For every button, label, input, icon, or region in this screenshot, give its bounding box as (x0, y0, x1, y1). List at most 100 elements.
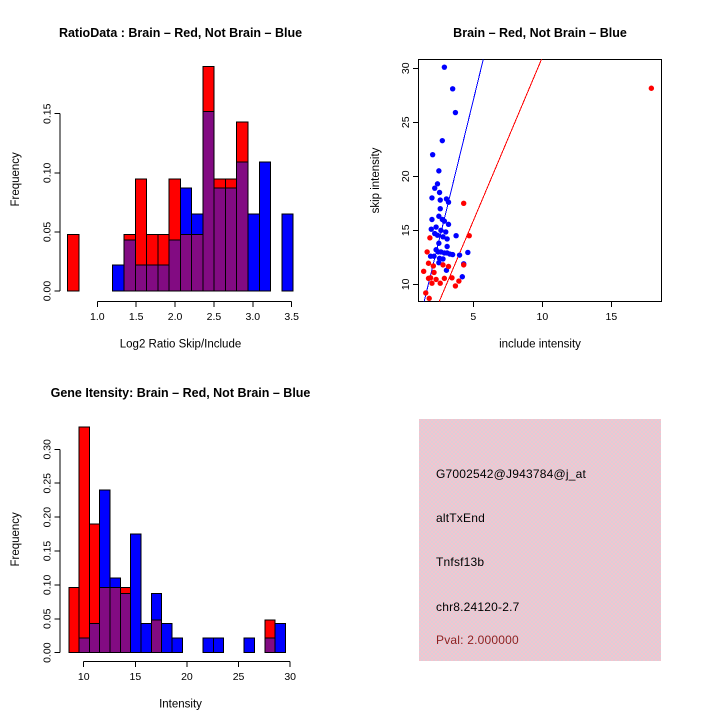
gene_intensity_hist-svg: Gene Itensity: Brain – Red, Not Brain – … (10, 386, 311, 711)
y-tick-label: 0.10 (42, 162, 54, 183)
bar-overlap (236, 161, 249, 292)
scatter-point-red (425, 260, 432, 266)
panel-info: G7002542@J943784@j_at altTxEnd Tnfsf13b … (360, 360, 720, 720)
scatter-point-red (427, 235, 433, 241)
scatter-point-red (430, 263, 437, 269)
x-tick-label: 25 (233, 671, 245, 683)
bar-blue (281, 213, 294, 292)
scatter-point-blue (449, 251, 456, 258)
bar-overlap (99, 587, 111, 654)
panel-intensity-scatter: Brain – Red, Not Brain – Blue include int… (360, 0, 720, 360)
bar-overlap (134, 264, 148, 292)
pval-text: Pval: 2.000000 (436, 633, 519, 647)
y-tick-label: 0.10 (42, 575, 54, 596)
scatter-point-red (445, 263, 452, 270)
info-box: G7002542@J943784@j_at altTxEnd Tnfsf13b … (419, 419, 661, 661)
plot-title: Brain – Red, Not Brain – Blue (453, 26, 627, 40)
scatter-point-blue (444, 236, 450, 242)
x-tick-label: 20 (181, 671, 193, 683)
x-tick-label: 15 (130, 671, 142, 683)
bar-blue (243, 637, 256, 654)
scatter-point-red (426, 295, 432, 302)
bar-overlap (264, 637, 276, 654)
scatter-point-red (648, 85, 655, 91)
intensity_scatter-svg: Brain – Red, Not Brain – Blue include int… (370, 26, 663, 351)
plot-frame (417, 58, 663, 303)
x-axis-label: Log2 Ratio Skip/Include (120, 339, 241, 351)
x-axis-label: include intensity (499, 339, 581, 351)
scatter-point-red (440, 262, 446, 268)
scatter-point-blue (440, 234, 446, 240)
scatter-point-red (460, 200, 467, 206)
bar-blue (274, 623, 287, 654)
scatter-point-red (423, 290, 429, 296)
fit-line-blue (423, 59, 484, 302)
plot-title: RatioData : Brain – Red, Not Brain – Blu… (59, 26, 302, 40)
plot-title: Gene Itensity: Brain – Red, Not Brain – … (51, 386, 311, 400)
scatter-point-blue (436, 213, 442, 219)
y-tick-label: 20 (400, 170, 412, 182)
bar-blue (258, 161, 272, 292)
x-tick-label: 3.0 (245, 311, 260, 323)
bar-blue (212, 637, 225, 654)
scatter-point-blue (436, 240, 442, 246)
x-tick-label: 30 (284, 671, 296, 683)
bar-overlap (78, 637, 90, 654)
scatter-point-blue (438, 227, 444, 233)
y-tick-label: 10 (400, 278, 412, 290)
scatter-point-blue (436, 168, 442, 174)
x-tick-label: 2.0 (168, 311, 183, 323)
y-axis-label: Frequency (10, 512, 22, 567)
probe-id-text: G7002542@J943784@j_at (436, 467, 587, 481)
bar-blue (161, 623, 173, 654)
y-tick-label: 0.00 (42, 642, 54, 663)
scatter-point-red (424, 249, 430, 255)
scatter-point-blue (434, 181, 441, 187)
y-tick-label: 30 (400, 62, 412, 74)
bar-overlap (123, 239, 136, 292)
scatter-point-blue (440, 256, 446, 262)
scatter-point-blue (452, 109, 459, 116)
scatter-point-blue (437, 197, 443, 203)
event-type-text: altTxEnd (436, 511, 485, 525)
y-tick-label: 0.15 (42, 541, 54, 562)
bar-overlap (213, 187, 226, 292)
y-tick-label: 0.15 (42, 103, 54, 124)
scatter-point-red (449, 275, 455, 281)
y-tick-label: 15 (400, 224, 412, 236)
scatter-point-blue (436, 260, 442, 266)
bar-red (68, 587, 80, 654)
bar-blue (112, 264, 125, 292)
bar-red (67, 233, 80, 292)
scatter-point-red (429, 280, 435, 286)
scatter-point-red (433, 276, 439, 283)
x-tick-label: 2.5 (207, 311, 222, 323)
scatter-point-red (452, 283, 459, 289)
scatter-point-blue (431, 253, 437, 259)
scatter-point-red (425, 275, 432, 282)
scatter-point-blue (433, 224, 439, 230)
scatter-point-red (431, 269, 437, 276)
scatter-point-blue (445, 221, 452, 228)
scatter-point-red (441, 275, 448, 282)
scatter-point-red (456, 278, 462, 284)
fit-line-red (438, 59, 542, 302)
scatter-point-blue (449, 86, 456, 92)
y-tick-label: 25 (400, 116, 412, 128)
scatter-point-red (420, 268, 427, 275)
bar-blue (130, 533, 142, 654)
scatter-point-blue (437, 205, 443, 212)
x-tick-label: 10 (78, 671, 90, 683)
bar-overlap (179, 233, 193, 292)
scatter-point-blue (453, 232, 459, 239)
scatter-point-blue (432, 185, 438, 191)
scatter-point-red (466, 232, 472, 239)
scatter-point-blue (465, 249, 471, 256)
y-axis-label: Frequency (10, 152, 22, 207)
bar-red (78, 426, 90, 654)
scatter-point-blue (456, 252, 463, 258)
bar-overlap (168, 239, 181, 292)
bar-overlap (224, 187, 238, 292)
scatter-point-red (460, 262, 467, 268)
